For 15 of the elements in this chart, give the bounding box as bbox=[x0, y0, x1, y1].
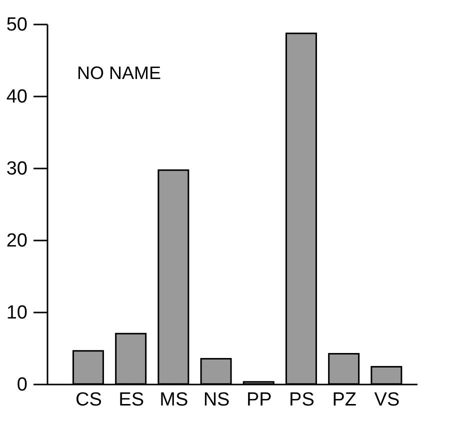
x-tick-label: CS bbox=[76, 390, 102, 410]
y-tick-label: 30 bbox=[6, 158, 28, 180]
x-tick-label: PP bbox=[246, 390, 272, 410]
annotation: NO NAME bbox=[77, 63, 162, 83]
x-tick-label: MS bbox=[160, 390, 188, 410]
x-tick-label: VS bbox=[374, 390, 400, 410]
y-tick-label: 50 bbox=[6, 14, 28, 36]
x-tick-label: NS bbox=[203, 390, 230, 410]
x-tick-label: ES bbox=[118, 390, 144, 410]
x-tick-label: PS bbox=[289, 390, 314, 410]
y-tick-label: 10 bbox=[6, 302, 28, 324]
x-tick-label: PZ bbox=[332, 390, 357, 410]
y-tick-label: 0 bbox=[16, 374, 28, 396]
y-tick-label: 40 bbox=[6, 86, 28, 108]
y-tick-label: 20 bbox=[6, 230, 28, 252]
